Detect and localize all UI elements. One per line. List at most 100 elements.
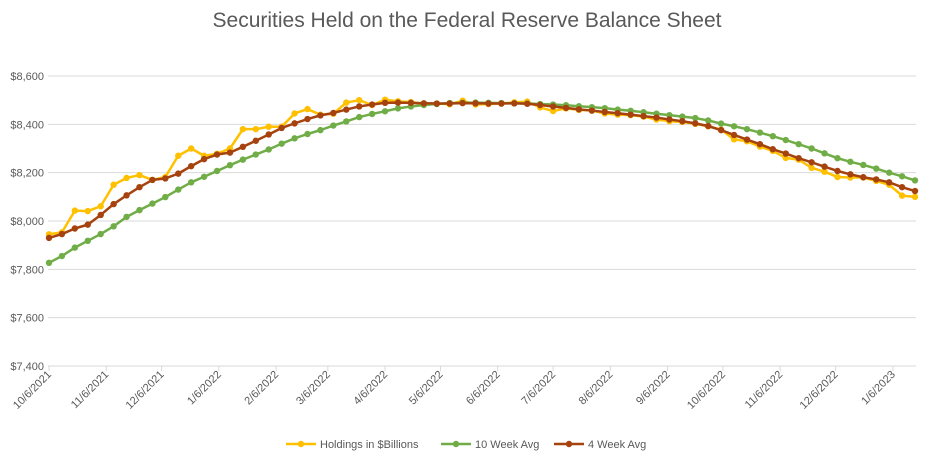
data-point bbox=[200, 155, 208, 163]
legend-label: Holdings in $Billions bbox=[320, 439, 419, 451]
x-tick-label: 6/6/2022 bbox=[464, 369, 503, 408]
data-point bbox=[84, 221, 91, 228]
data-point bbox=[743, 125, 751, 133]
data-point bbox=[381, 108, 389, 115]
data-point bbox=[304, 130, 311, 138]
series-line bbox=[48, 98, 916, 236]
data-point bbox=[45, 234, 53, 242]
data-point bbox=[317, 112, 324, 119]
data-point bbox=[459, 99, 466, 107]
x-tick-label: 7/6/2022 bbox=[519, 369, 558, 408]
data-point bbox=[265, 131, 272, 138]
data-point bbox=[795, 140, 802, 148]
data-point bbox=[84, 207, 91, 215]
x-tick-label: 10/6/2021 bbox=[11, 369, 54, 412]
data-point bbox=[58, 230, 66, 238]
data-point bbox=[601, 108, 608, 116]
data-point bbox=[549, 107, 557, 115]
data-point bbox=[847, 158, 854, 165]
legend-label: 4 Week Avg bbox=[588, 439, 646, 451]
data-point bbox=[898, 192, 906, 199]
legend-label: 10 Week Avg bbox=[475, 439, 539, 451]
y-tick-label: $7,400 bbox=[10, 361, 44, 373]
data-point bbox=[769, 132, 777, 140]
y-tick-label: $8,400 bbox=[10, 119, 44, 131]
data-point bbox=[226, 149, 234, 156]
data-point bbox=[368, 110, 376, 118]
data-point bbox=[343, 118, 350, 125]
data-point bbox=[898, 183, 906, 191]
data-point bbox=[291, 110, 298, 117]
data-point bbox=[84, 237, 91, 245]
series-2 bbox=[45, 99, 919, 242]
data-point bbox=[511, 100, 518, 107]
data-point bbox=[679, 117, 686, 125]
data-point bbox=[769, 146, 777, 153]
series-line bbox=[48, 101, 916, 264]
data-point bbox=[356, 113, 363, 121]
data-point bbox=[136, 206, 143, 214]
data-point bbox=[873, 165, 880, 172]
x-tick-label: 1/6/2022 bbox=[185, 369, 224, 408]
legend: Holdings in $Billions 10 Week Avg 4 Week A… bbox=[286, 439, 646, 451]
data-point bbox=[162, 193, 169, 201]
data-point bbox=[252, 125, 260, 133]
data-point bbox=[834, 167, 841, 175]
data-point bbox=[614, 110, 621, 117]
data-point bbox=[782, 136, 789, 144]
data-point bbox=[239, 156, 247, 163]
x-tick-label: 11/6/2022 bbox=[743, 369, 786, 412]
data-point bbox=[356, 96, 363, 104]
data-point bbox=[265, 123, 272, 130]
data-point bbox=[743, 136, 751, 143]
data-point bbox=[860, 161, 867, 169]
data-point bbox=[226, 161, 234, 169]
data-point bbox=[498, 100, 505, 107]
data-point bbox=[110, 200, 117, 208]
data-point bbox=[123, 192, 130, 199]
data-point bbox=[756, 140, 764, 148]
data-point bbox=[821, 168, 828, 175]
data-point bbox=[252, 151, 260, 158]
data-point bbox=[187, 145, 195, 152]
data-point bbox=[885, 169, 893, 176]
data-point bbox=[45, 259, 53, 267]
x-axis-ticks: 10/6/2021 11/6/2021 12/6/2021 1/6/2022 2/6/2… bbox=[11, 366, 898, 412]
data-point bbox=[692, 114, 699, 122]
chart-title: Securities Held on the Federal Reserve B… bbox=[213, 9, 722, 32]
data-point bbox=[110, 181, 117, 188]
data-point bbox=[756, 129, 764, 136]
data-point bbox=[97, 230, 104, 238]
data-point bbox=[433, 100, 440, 107]
data-point bbox=[175, 152, 182, 159]
data-point bbox=[485, 100, 492, 107]
data-point bbox=[252, 137, 260, 144]
data-point bbox=[704, 122, 712, 130]
data-point bbox=[795, 154, 802, 162]
data-point bbox=[808, 159, 815, 166]
data-point bbox=[782, 150, 789, 157]
data-point bbox=[200, 173, 208, 180]
legend-swatch-marker bbox=[565, 440, 573, 448]
data-point bbox=[265, 146, 272, 153]
data-point bbox=[730, 131, 738, 139]
data-point bbox=[666, 116, 673, 123]
data-point bbox=[291, 135, 298, 142]
data-point bbox=[911, 187, 919, 195]
data-point bbox=[588, 107, 596, 114]
data-point bbox=[692, 120, 699, 127]
series-1 bbox=[45, 99, 919, 267]
x-tick-label: 10/6/2022 bbox=[685, 369, 728, 412]
data-point bbox=[911, 193, 919, 201]
data-point bbox=[330, 109, 337, 117]
data-point bbox=[627, 111, 634, 118]
data-point bbox=[97, 203, 104, 210]
data-point bbox=[123, 213, 130, 221]
data-point bbox=[524, 100, 531, 107]
data-point bbox=[911, 177, 919, 184]
data-point bbox=[343, 106, 350, 113]
data-point bbox=[381, 99, 389, 107]
data-point bbox=[330, 122, 337, 129]
data-point bbox=[847, 171, 854, 178]
legend-swatch-marker bbox=[452, 440, 460, 448]
